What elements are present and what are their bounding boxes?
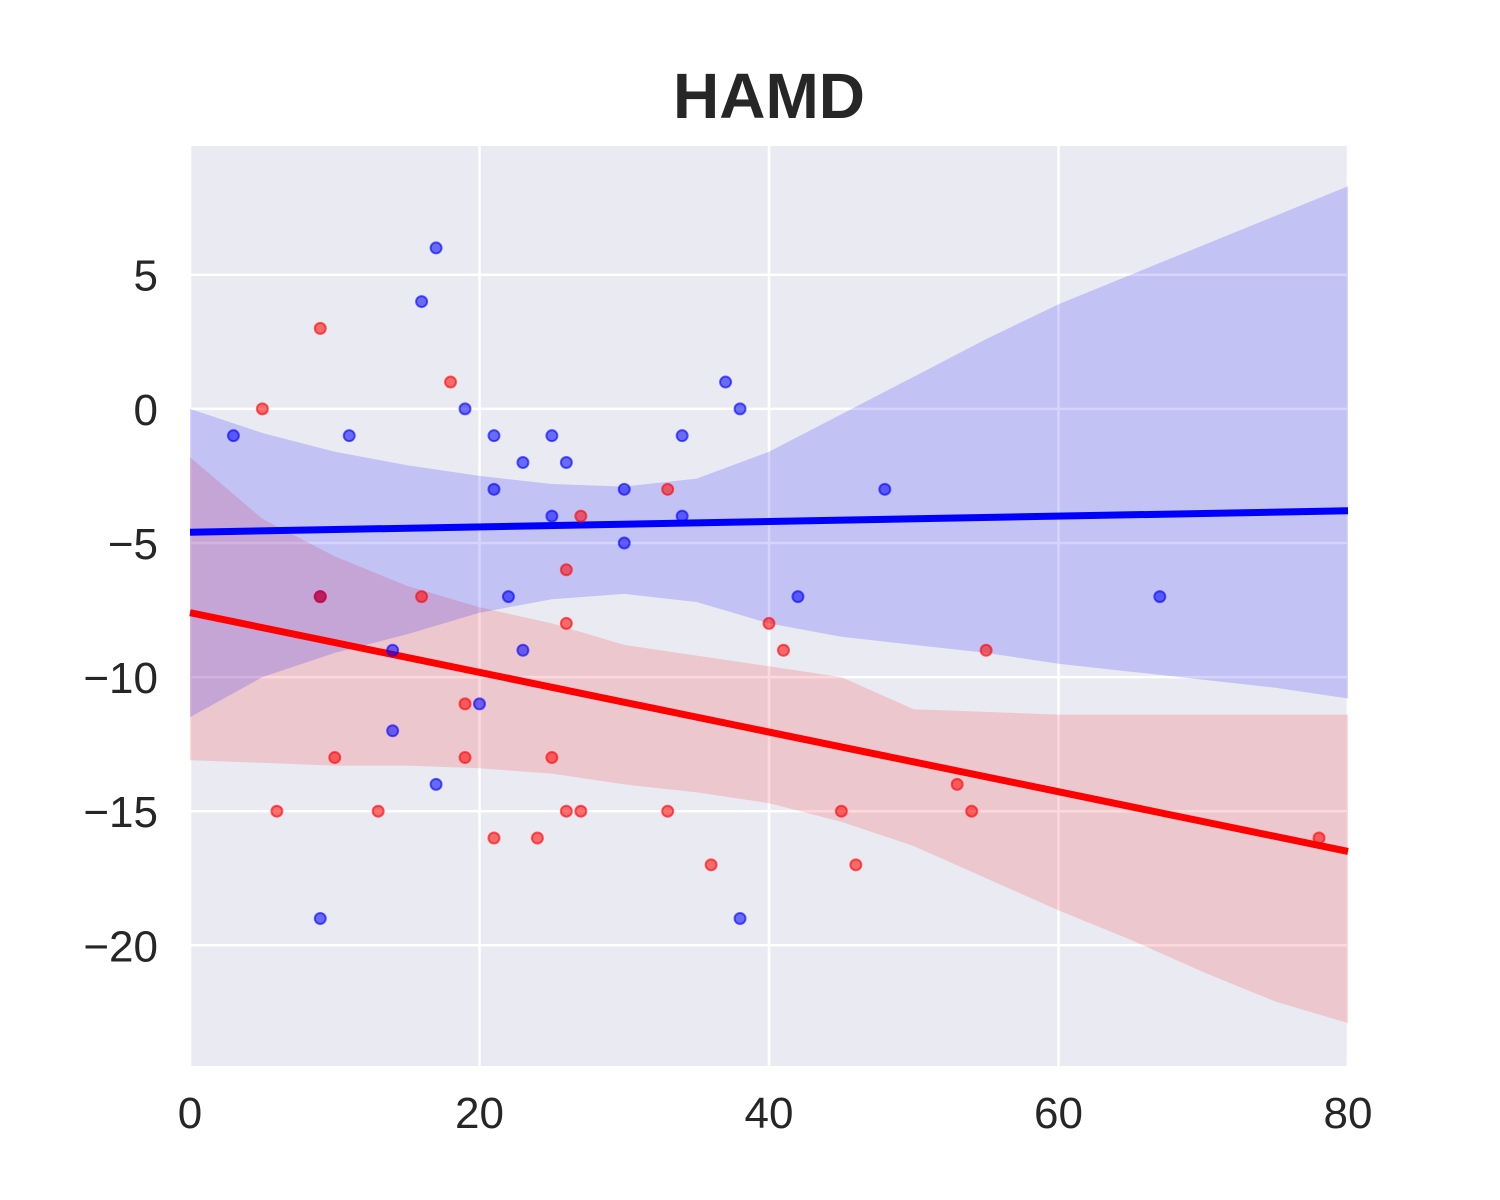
blue-point	[386, 643, 400, 657]
x-tick-label: 80	[1324, 1089, 1373, 1138]
red-confidence-band	[190, 457, 1348, 1024]
confidence-bands	[190, 186, 1348, 1024]
red-point	[415, 590, 429, 604]
blue-point	[733, 402, 747, 416]
y-tick-label: −20	[83, 922, 158, 971]
red-point	[458, 751, 472, 765]
red-point	[950, 777, 964, 791]
red-point	[255, 402, 269, 416]
blue-point	[429, 777, 443, 791]
blue-point	[429, 241, 443, 255]
red-point	[487, 831, 501, 845]
red-point	[559, 616, 573, 630]
y-tick-label: 0	[134, 386, 158, 435]
red-point	[559, 563, 573, 577]
blue-confidence-band	[190, 186, 1348, 718]
red-point	[834, 804, 848, 818]
red-point	[704, 858, 718, 872]
blue-point	[487, 429, 501, 443]
blue-point	[473, 697, 486, 711]
blue-point	[458, 402, 472, 416]
red-point	[849, 858, 863, 872]
blue-point	[559, 456, 573, 470]
red-point	[313, 590, 327, 604]
x-tick-label: 40	[745, 1089, 794, 1138]
y-tick-label: 5	[134, 252, 158, 301]
blue-point	[487, 482, 501, 496]
blue-point	[516, 456, 530, 470]
red-point	[328, 751, 342, 765]
red-point	[574, 804, 588, 818]
red-point	[979, 643, 993, 657]
red-point	[762, 616, 776, 630]
blue-point	[501, 590, 515, 604]
y-tick-label: −5	[108, 520, 158, 569]
blue-point	[545, 509, 559, 523]
red-point	[458, 697, 472, 711]
blue-regression-line	[189, 507, 1349, 536]
red-point	[1312, 831, 1326, 845]
red-point	[661, 482, 675, 496]
blue-point	[733, 911, 747, 925]
red-point	[270, 804, 284, 818]
blue-point	[386, 724, 400, 738]
red-point	[776, 643, 790, 657]
red-point	[444, 375, 458, 389]
chart-title: HAMD	[673, 60, 865, 132]
red-point	[559, 804, 573, 818]
y-tick-label: −15	[83, 788, 158, 837]
red-point	[574, 509, 588, 523]
data-points	[226, 241, 1326, 925]
red-point	[965, 804, 979, 818]
x-tick-label: 20	[455, 1089, 504, 1138]
red-point	[530, 831, 544, 845]
blue-point	[516, 643, 530, 657]
blue-point	[342, 429, 356, 443]
blue-point	[878, 482, 892, 496]
blue-point	[415, 295, 429, 309]
red-point	[313, 321, 327, 335]
red-point	[661, 804, 675, 818]
x-tick-label: 60	[1034, 1089, 1083, 1138]
blue-point	[617, 482, 631, 496]
blue-point	[675, 509, 689, 523]
regression-lines	[189, 507, 1349, 855]
tick-labels: 0 20 40 60 80 5 0 −5 −10 −15 −20	[83, 252, 1372, 1138]
blue-point	[719, 375, 733, 389]
y-tick-label: −10	[83, 654, 158, 703]
red-point	[545, 751, 559, 765]
blue-point	[226, 429, 240, 443]
blue-point	[617, 536, 631, 550]
blue-point	[313, 911, 327, 925]
blue-point	[791, 590, 805, 604]
blue-point	[1153, 590, 1167, 604]
red-point	[371, 804, 385, 818]
red-regression-line	[189, 609, 1349, 855]
x-tick-label: 0	[178, 1089, 202, 1138]
blue-point	[545, 429, 559, 443]
blue-point	[675, 429, 689, 443]
